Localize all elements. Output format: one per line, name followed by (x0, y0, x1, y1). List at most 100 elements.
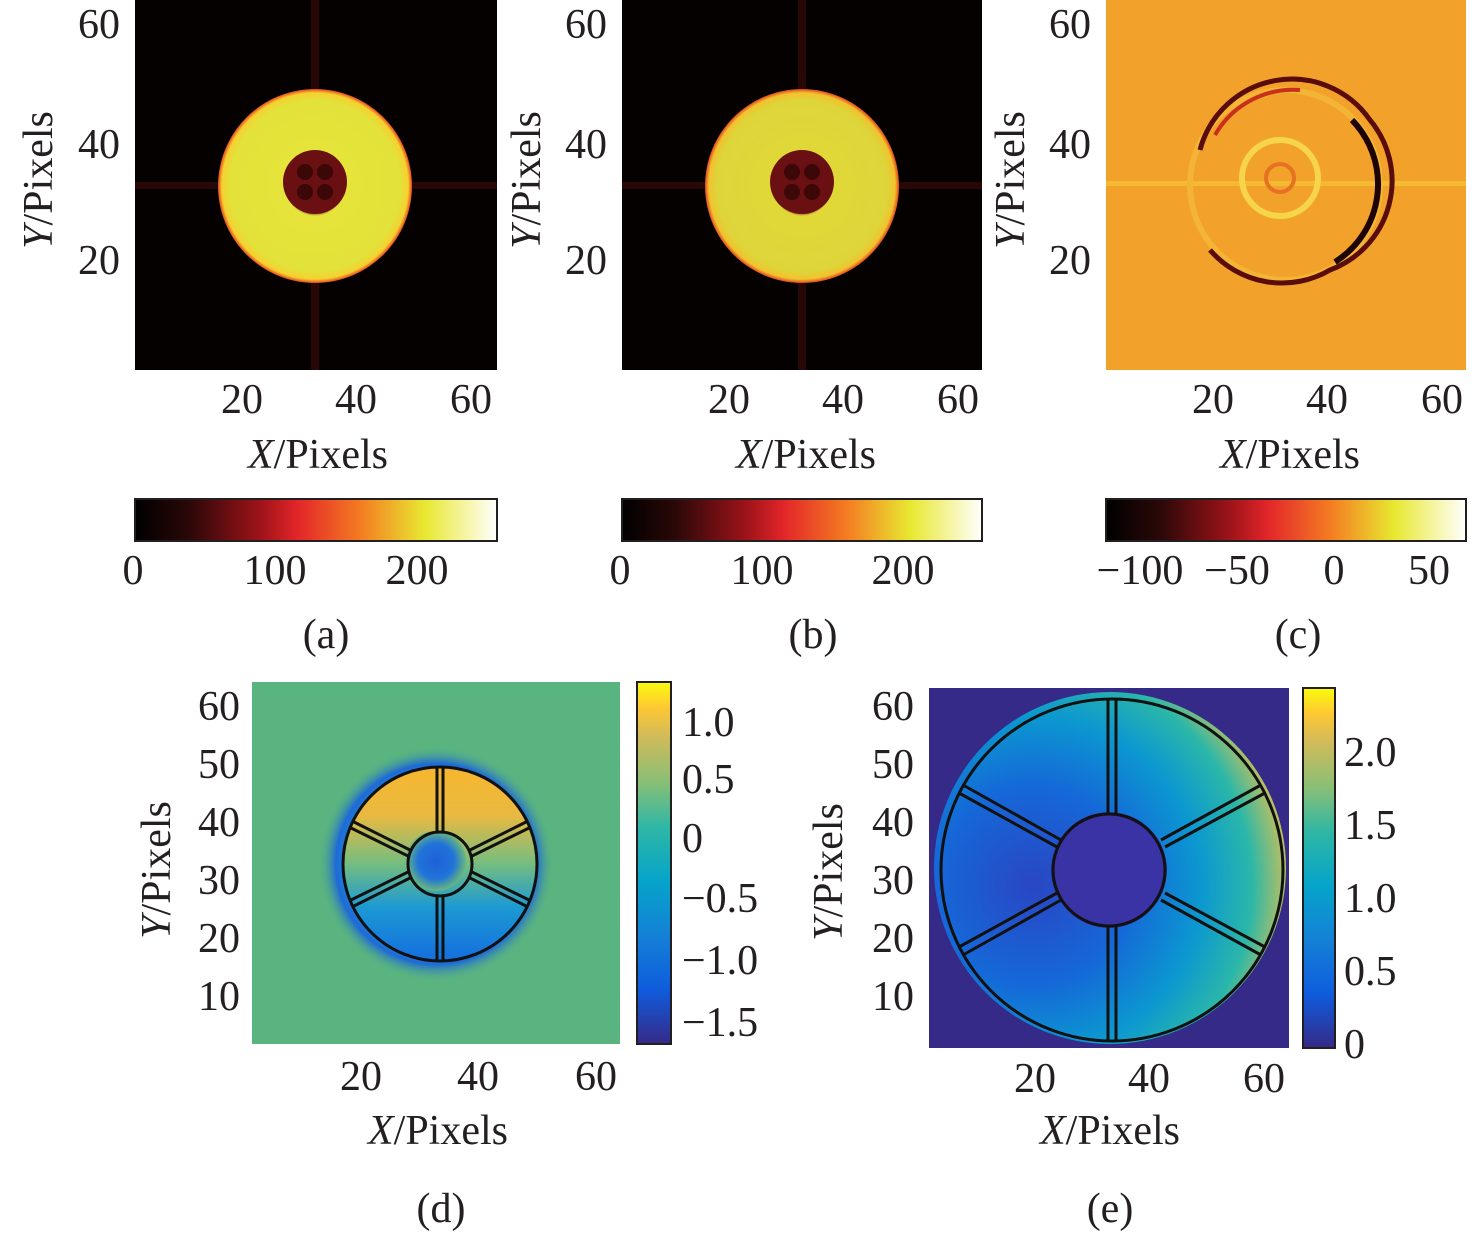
panel-b: 20 40 60 60 40 20 X/Pixels Y/Pixels 0 10… (504, 0, 983, 658)
inner-circle-d (406, 830, 474, 898)
x-tick: 20 (708, 377, 750, 423)
y-tick: 60 (565, 2, 607, 48)
y-tick: 40 (78, 122, 120, 168)
colorbar-b (621, 498, 983, 542)
cbar-tick: 1.0 (1344, 876, 1397, 922)
y-axis-label: Y/Pixels (504, 111, 550, 249)
y-tick: 60 (78, 2, 120, 48)
y-axis-label: Y/Pixels (16, 111, 62, 249)
cbar-tick: −50 (1204, 548, 1270, 594)
y-tick: 20 (1049, 238, 1091, 284)
colorbar-a (134, 498, 498, 542)
x-axis-label: X/Pixels (1218, 432, 1360, 478)
colorbar-d (636, 681, 672, 1045)
cbar-tick: −1.0 (682, 938, 758, 984)
heatmap-c (1106, 0, 1466, 370)
heatmap-a (135, 0, 497, 370)
y-tick: 20 (565, 238, 607, 284)
y-tick: 50 (198, 742, 240, 788)
x-axis-label: X/Pixels (1038, 1108, 1180, 1154)
x-ticks-c: 20 40 60 (1192, 377, 1463, 423)
y-tick: 20 (78, 238, 120, 284)
panel-a: 20 40 60 60 40 20 X/Pixels Y/Pixels 0 10… (16, 0, 498, 658)
y-ticks-a: 60 40 20 (78, 2, 120, 284)
y-tick: 20 (198, 916, 240, 962)
cbar-tick: −1.5 (682, 1000, 758, 1046)
y-tick: 40 (198, 800, 240, 846)
panel-label: (a) (303, 612, 350, 658)
cbar-tick: 0 (682, 816, 703, 862)
heatmap-b (622, 0, 982, 370)
y-tick: 20 (872, 916, 914, 962)
x-ticks-a: 20 40 60 (221, 377, 492, 423)
cbar-tick: −0.5 (682, 876, 758, 922)
colorbar-c (1105, 498, 1467, 542)
cbar-tick: 100 (731, 548, 794, 594)
x-tick: 40 (1128, 1056, 1170, 1102)
panel-label: (e) (1087, 1186, 1134, 1232)
center-b (770, 150, 834, 214)
cbar-tick: 0.5 (1344, 949, 1397, 995)
center-a (283, 150, 347, 214)
sectors-e (939, 697, 1285, 1043)
x-tick: 40 (822, 377, 864, 423)
cbar-tick: 0 (610, 548, 631, 594)
cbar-tick: 0 (1344, 1022, 1365, 1068)
x-tick: 20 (221, 377, 263, 423)
cbar-tick: 50 (1408, 548, 1450, 594)
cbar-tick: 200 (872, 548, 935, 594)
colorbar-e (1302, 687, 1336, 1049)
x-tick: 20 (340, 1054, 382, 1100)
y-tick: 40 (1049, 122, 1091, 168)
y-ticks-e: 60 50 40 30 20 10 (872, 684, 914, 1020)
y-tick: 50 (872, 742, 914, 788)
x-ticks-b: 20 40 60 (708, 377, 979, 423)
y-ticks-c: 60 40 20 (1049, 2, 1091, 284)
y-tick: 60 (872, 684, 914, 730)
y-axis-label: Y/Pixels (134, 801, 180, 939)
center-e (1051, 812, 1167, 928)
y-tick: 40 (872, 800, 914, 846)
cbar-tick: 0.5 (682, 757, 735, 803)
x-ticks-e: 20 40 60 (1014, 1056, 1285, 1102)
inner-ring-c (1239, 137, 1321, 219)
panel-label: (b) (789, 612, 838, 658)
cbar-tick: 1.5 (1344, 803, 1397, 849)
cbar-tick: −100 (1097, 548, 1184, 594)
cbar-tick: 100 (244, 548, 307, 594)
x-ticks-d: 20 40 60 (340, 1054, 617, 1100)
panel-e: 20 40 60 60 50 40 30 20 10 X/Pixels Y/Pi… (806, 684, 1397, 1232)
y-ticks-d: 60 50 40 30 20 10 (198, 684, 240, 1020)
x-tick: 40 (457, 1054, 499, 1100)
y-tick: 30 (872, 858, 914, 904)
y-tick: 40 (565, 122, 607, 168)
y-ticks-b: 60 40 20 (565, 2, 607, 284)
panel-label: (c) (1275, 612, 1322, 658)
sectors-d (341, 765, 539, 963)
panel-d: 20 40 60 60 50 40 30 20 10 X/Pixels Y/Pi… (134, 681, 758, 1232)
heatmap-d (252, 682, 620, 1044)
x-axis-label: X/Pixels (734, 432, 876, 478)
x-tick: 40 (335, 377, 377, 423)
x-tick: 60 (450, 377, 492, 423)
y-tick: 10 (198, 974, 240, 1020)
x-tick: 60 (1421, 377, 1463, 423)
center-d (406, 831, 466, 891)
x-tick: 40 (1306, 377, 1348, 423)
panel-c: 20 40 60 60 40 20 X/Pixels Y/Pixels −100… (988, 0, 1467, 658)
y-tick: 60 (198, 684, 240, 730)
outer-circle-e (939, 697, 1285, 1043)
x-tick: 60 (1243, 1056, 1285, 1102)
y-axis-label: Y/Pixels (806, 803, 852, 941)
x-axis-label: X/Pixels (246, 432, 388, 478)
panel-label: (d) (417, 1186, 466, 1232)
y-tick: 60 (1049, 2, 1091, 48)
y-axis-label: Y/Pixels (988, 111, 1034, 249)
x-axis-label: X/Pixels (366, 1108, 508, 1154)
cbar-tick: 0 (1324, 548, 1345, 594)
cbar-tick: 0 (123, 548, 144, 594)
cbar-tick: 200 (386, 548, 449, 594)
edge-c (1197, 76, 1395, 286)
y-tick: 30 (198, 858, 240, 904)
